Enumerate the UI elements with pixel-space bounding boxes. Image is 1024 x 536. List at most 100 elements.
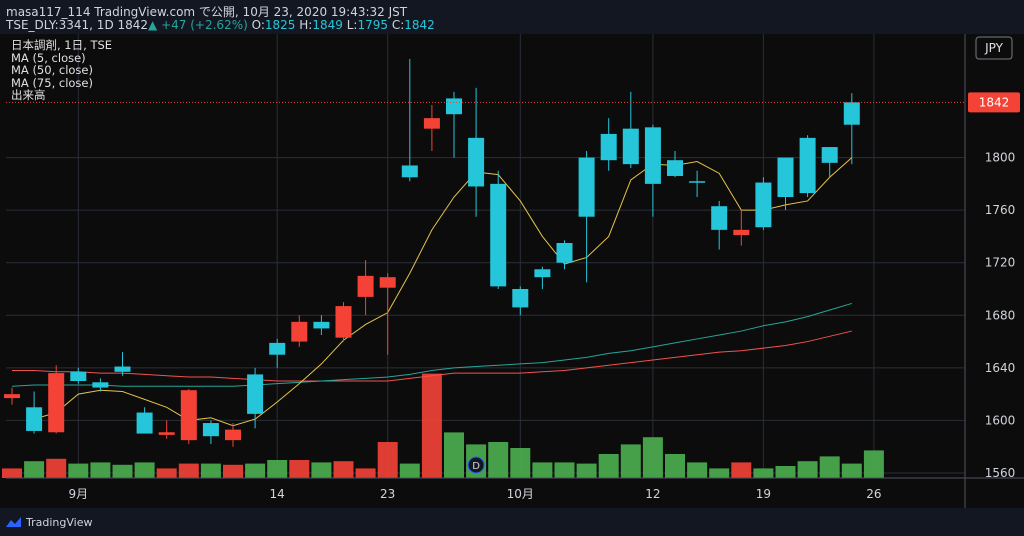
candle-body (600, 133, 617, 161)
candle-body (4, 394, 20, 399)
candle-body (512, 289, 529, 308)
candle-body (446, 98, 462, 115)
brand-label: TradingView (26, 516, 93, 529)
last-price-label: 1842 (979, 95, 1010, 109)
x-tick-label: 19 (756, 487, 771, 501)
volume-bar (289, 460, 310, 478)
volume-bar (665, 454, 685, 478)
change-value: +47 (+2.62%) (161, 18, 248, 32)
open-value: 1825 (264, 18, 296, 32)
candle-body (556, 243, 573, 263)
y-tick-label: 1800 (985, 151, 1016, 165)
x-tick-label: 10月 (507, 487, 534, 501)
volume-bar (687, 462, 708, 478)
candle-body (644, 127, 661, 184)
plot-background (6, 34, 965, 478)
ma50-line (11, 302, 852, 387)
volume-bar (841, 463, 862, 478)
candle-body (622, 128, 639, 165)
legend-ma50: MA (50, close) (11, 63, 93, 77)
volume-bar (598, 454, 619, 478)
open-label: O: (251, 18, 265, 32)
candle-body (667, 160, 683, 176)
low-label: L: (346, 18, 358, 32)
candle-body (578, 157, 595, 217)
candle-body (202, 423, 219, 437)
candle-body (70, 371, 87, 381)
volume-bar (377, 442, 398, 478)
volume-bar (576, 463, 597, 478)
publish-info: masa117_114 TradingView.com で公開, 10月 23,… (6, 5, 408, 19)
x-tick-label: 14 (270, 487, 285, 501)
grid (6, 34, 965, 478)
volume-marker-label: D (472, 461, 480, 472)
symbol-label: TSE_DLY:3341, 1D 1842 (6, 18, 149, 32)
volume-bar (333, 461, 354, 478)
legend-ma75: MA (75, close) (11, 75, 93, 90)
high-value: 1849 (312, 18, 343, 32)
last-price-badge (968, 92, 1020, 113)
volume-bar (753, 468, 774, 478)
volume-bar (245, 463, 266, 478)
x-tick-label: 9月 (68, 487, 88, 501)
volume-bar (863, 450, 884, 478)
volume-bar (355, 468, 376, 478)
close-label: C: (391, 18, 405, 32)
volume-bar (642, 437, 663, 478)
candle-body (136, 412, 153, 434)
candle-body (799, 137, 816, 194)
volume-bar (532, 462, 553, 478)
legend-ma5: MA (5, close) (11, 50, 86, 65)
x-tick-label: 23 (380, 487, 395, 501)
volume-bar (819, 456, 840, 478)
volume-bar (46, 458, 67, 478)
candle-body (114, 366, 131, 372)
legend-volume: 出来高 (11, 88, 46, 102)
ma75-line (12, 330, 852, 382)
volume-bar (178, 463, 199, 478)
candle-body (468, 137, 485, 187)
volume-bar (510, 448, 531, 478)
candle-body (490, 183, 507, 287)
volume-bar (90, 462, 111, 478)
candle-body (357, 275, 374, 297)
candle-body (777, 157, 794, 197)
volume-bar (267, 460, 288, 478)
volume-bar (112, 464, 133, 478)
volume-bars: D (2, 373, 884, 478)
candle-body (158, 432, 175, 435)
volume-bar (488, 442, 509, 478)
currency-label: JPY (984, 41, 1004, 55)
low-value: 1795 (357, 18, 389, 32)
candle-body (689, 181, 706, 183)
volume-bar (775, 466, 796, 478)
candle-body (291, 321, 308, 342)
x-tick-label: 26 (866, 487, 881, 501)
candles (4, 59, 860, 447)
volume-bar (24, 461, 45, 478)
x-tick-label: 12 (645, 487, 660, 501)
candle-body (821, 147, 838, 163)
volume-marker-icon (467, 456, 485, 474)
candle-body (26, 407, 43, 431)
footer: TradingView (0, 508, 1024, 536)
y-tick-label: 1720 (985, 256, 1016, 270)
axes: 1560 1600 1640 1680 1720 1760 1800 9月 14 23 10月 12 1… (6, 34, 1024, 508)
volume-bar (554, 462, 575, 478)
volume-bar (2, 468, 22, 478)
candle-body (733, 229, 750, 236)
candle-body (711, 206, 728, 230)
volume-bar (200, 463, 221, 478)
volume-bar (399, 463, 420, 478)
legend-title: 日本調剤, 1日, TSE (11, 38, 113, 52)
volume-bar (797, 461, 818, 478)
volume-bar (620, 444, 641, 478)
up-arrow-icon: ▲ (148, 18, 158, 32)
volume-bar (421, 373, 442, 478)
candle-body (225, 429, 241, 441)
y-tick-label: 1760 (985, 203, 1016, 217)
y-tick-label: 1640 (985, 361, 1016, 375)
candle-body (180, 390, 197, 441)
candle-body (48, 373, 65, 433)
